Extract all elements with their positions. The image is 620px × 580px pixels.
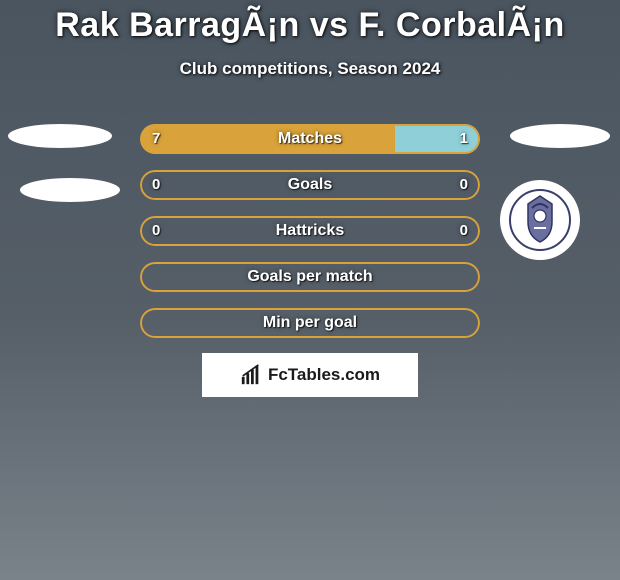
stat-bar-label: Goals — [140, 170, 480, 200]
stat-bar-row: Goals0 0 — [140, 170, 480, 200]
subtitle: Club competitions, Season 2024 — [0, 59, 620, 79]
stat-bar-row: Matches7 1 — [140, 124, 480, 154]
stat-bar-row: Goals per match — [140, 262, 480, 292]
page-title: Rak BarragÃ¡n vs F. CorbalÃ¡n — [0, 6, 620, 45]
stat-bar-value-right: 0 — [460, 216, 468, 246]
player-left-photo-placeholder-2 — [20, 178, 120, 202]
footer-brand-text: FcTables.com — [268, 365, 380, 385]
stat-bar-label: Goals per match — [140, 262, 480, 292]
comparison-card: Rak BarragÃ¡n vs F. CorbalÃ¡n Club compe… — [0, 0, 620, 580]
player-left-photo-placeholder — [8, 124, 112, 148]
bar-chart-icon — [240, 364, 262, 386]
stat-bar-label: Matches — [140, 124, 480, 154]
stat-bar-row: Hattricks0 0 — [140, 216, 480, 246]
club-badge-right — [500, 180, 580, 260]
stat-bar-value-right: 0 — [460, 170, 468, 200]
stat-bar-label: Hattricks — [140, 216, 480, 246]
stat-bar-value-left: 0 — [152, 216, 160, 246]
club-crest-icon — [508, 188, 572, 252]
player-right-photo-placeholder — [510, 124, 610, 148]
stat-bar-value-left: 7 — [152, 124, 160, 154]
stat-bar-value-right: 1 — [460, 124, 468, 154]
footer-brand[interactable]: FcTables.com — [202, 353, 418, 397]
stat-bars: Matches71Goals00Hattricks00Goals per mat… — [140, 124, 480, 354]
stat-bar-label: Min per goal — [140, 308, 480, 338]
stat-bar-value-left: 0 — [152, 170, 160, 200]
stat-bar-row: Min per goal — [140, 308, 480, 338]
